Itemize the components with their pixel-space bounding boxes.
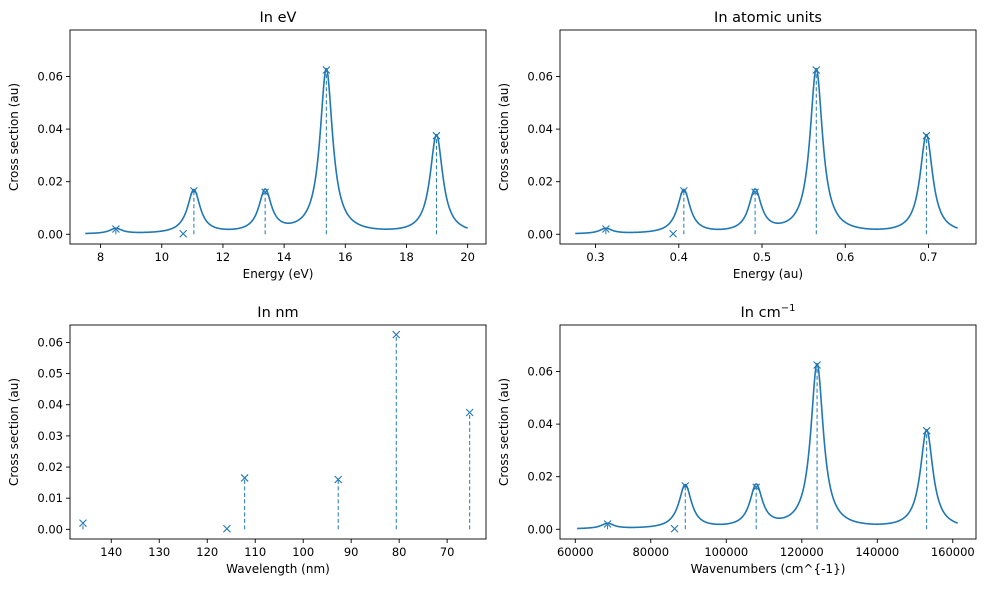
y-tick-label: 0.00	[37, 227, 63, 241]
peak-marker	[670, 524, 679, 533]
y-tick-label: 0.04	[37, 122, 63, 136]
peak-marker	[432, 131, 441, 140]
peak-marker	[465, 408, 474, 417]
y-tick-label: 0.02	[527, 470, 553, 484]
y-axis-label: Cross section (au)	[7, 378, 21, 486]
x-tick-label: 120000	[780, 545, 824, 559]
peak-marker	[922, 131, 931, 140]
x-tick-label: 12	[216, 250, 231, 264]
title-text: In eV	[260, 10, 297, 26]
subplot-title: In atomic units	[714, 10, 822, 26]
x-axis-label: Energy (au)	[733, 267, 803, 281]
x-tick-label: 90	[344, 545, 359, 559]
peak-marker	[79, 519, 87, 528]
y-tick-label: 0.00	[527, 227, 553, 241]
peak-marker	[223, 524, 231, 533]
x-tick-label: 0.3	[586, 250, 604, 264]
x-tick-label: 80	[392, 545, 407, 559]
axes-frame	[559, 324, 977, 540]
spectrum-curve	[575, 67, 958, 235]
axes-frame	[559, 29, 977, 245]
subplot-au: In atomic units Energy (au) Cross sectio…	[497, 10, 977, 281]
y-tick-label: 0.04	[527, 122, 553, 136]
peak-marker	[752, 483, 761, 492]
x-axis-label: Energy (eV)	[243, 267, 314, 281]
y-tick-label: 0.05	[37, 367, 63, 381]
y-tick-label: 0.06	[527, 365, 553, 379]
peak-marker	[751, 188, 759, 197]
y-axis-label: Cross section (au)	[497, 83, 511, 191]
peak-marker	[681, 482, 690, 490]
x-tick-label: 80000	[632, 545, 669, 559]
y-tick-label: 0.00	[37, 522, 63, 536]
peak-marker	[179, 229, 188, 238]
y-tick-label: 0.04	[527, 417, 553, 431]
y-tick-label: 0.01	[37, 491, 63, 505]
x-tick-label: 0.7	[919, 250, 937, 264]
y-tick-label: 0.06	[37, 70, 63, 84]
peak-marker	[261, 188, 270, 197]
subplot-ev: In eV Energy (eV) Cross section (au) 8 10…	[7, 10, 487, 281]
peak-marker	[813, 361, 821, 369]
peak-marker	[812, 66, 821, 74]
y-tick-label: 0.04	[37, 398, 63, 412]
x-tick-label: 100000	[704, 545, 748, 559]
x-tick-label: 0.4	[670, 250, 688, 264]
y-tick-label: 0.02	[37, 175, 63, 189]
title-text: In cm	[741, 305, 781, 321]
subplot-cm: In cm−1 Wavenumbers (cm^{-1}) Cross sect…	[497, 303, 977, 576]
spectrum-curve	[85, 67, 468, 235]
peak-marker	[603, 520, 612, 528]
x-tick-label: 0.5	[753, 250, 771, 264]
peak-marker	[669, 229, 678, 238]
y-tick-label: 0.06	[37, 335, 63, 349]
x-tick-label: 8	[97, 250, 104, 264]
title-text: In nm	[257, 305, 298, 321]
peak-marker	[334, 475, 343, 484]
x-tick-label: 130	[148, 545, 170, 559]
peak-marker	[601, 225, 610, 233]
title-text: In atomic units	[714, 10, 822, 26]
x-axis-label: Wavelength (nm)	[226, 562, 330, 576]
peak-marker	[189, 187, 198, 195]
subplot-title: In cm−1	[741, 303, 796, 321]
x-tick-label: 70	[440, 545, 455, 559]
subplot-nm: In nm Wavelength (nm) Cross section (au)…	[7, 305, 487, 576]
y-tick-label: 0.02	[527, 175, 553, 189]
x-tick-label: 18	[399, 250, 414, 264]
peak-marker	[392, 330, 401, 339]
x-tick-label: 140000	[855, 545, 899, 559]
y-axis-label: Cross section (au)	[497, 378, 511, 486]
x-tick-label: 14	[277, 250, 292, 264]
x-tick-label: 110	[244, 545, 266, 559]
x-axis-label: Wavenumbers (cm^{-1})	[691, 562, 846, 576]
x-tick-label: 120	[196, 545, 218, 559]
y-tick-label: 0.03	[37, 429, 63, 443]
peak-marker	[922, 426, 931, 435]
subplot-title: In nm	[257, 305, 298, 321]
peak-marker	[240, 474, 249, 482]
peak-marker	[111, 225, 120, 233]
y-tick-label: 0.06	[527, 70, 553, 84]
x-tick-label: 16	[338, 250, 353, 264]
x-tick-label: 100	[292, 545, 314, 559]
spectrum-curve	[577, 362, 958, 530]
subplot-title: In eV	[260, 10, 297, 26]
x-tick-label: 160000	[931, 545, 975, 559]
x-tick-label: 140	[100, 545, 122, 559]
axes-frame	[69, 29, 487, 245]
axes-frame	[69, 324, 487, 540]
x-tick-label: 10	[154, 250, 169, 264]
x-tick-label: 20	[460, 250, 475, 264]
peak-marker	[322, 66, 331, 74]
y-axis-label: Cross section (au)	[7, 83, 21, 191]
title-superscript: −1	[781, 303, 796, 314]
y-tick-label: 0.02	[37, 460, 63, 474]
x-tick-label: 0.6	[836, 250, 854, 264]
y-tick-label: 0.00	[527, 522, 553, 536]
x-tick-label: 60000	[557, 545, 594, 559]
peak-marker	[679, 187, 688, 195]
